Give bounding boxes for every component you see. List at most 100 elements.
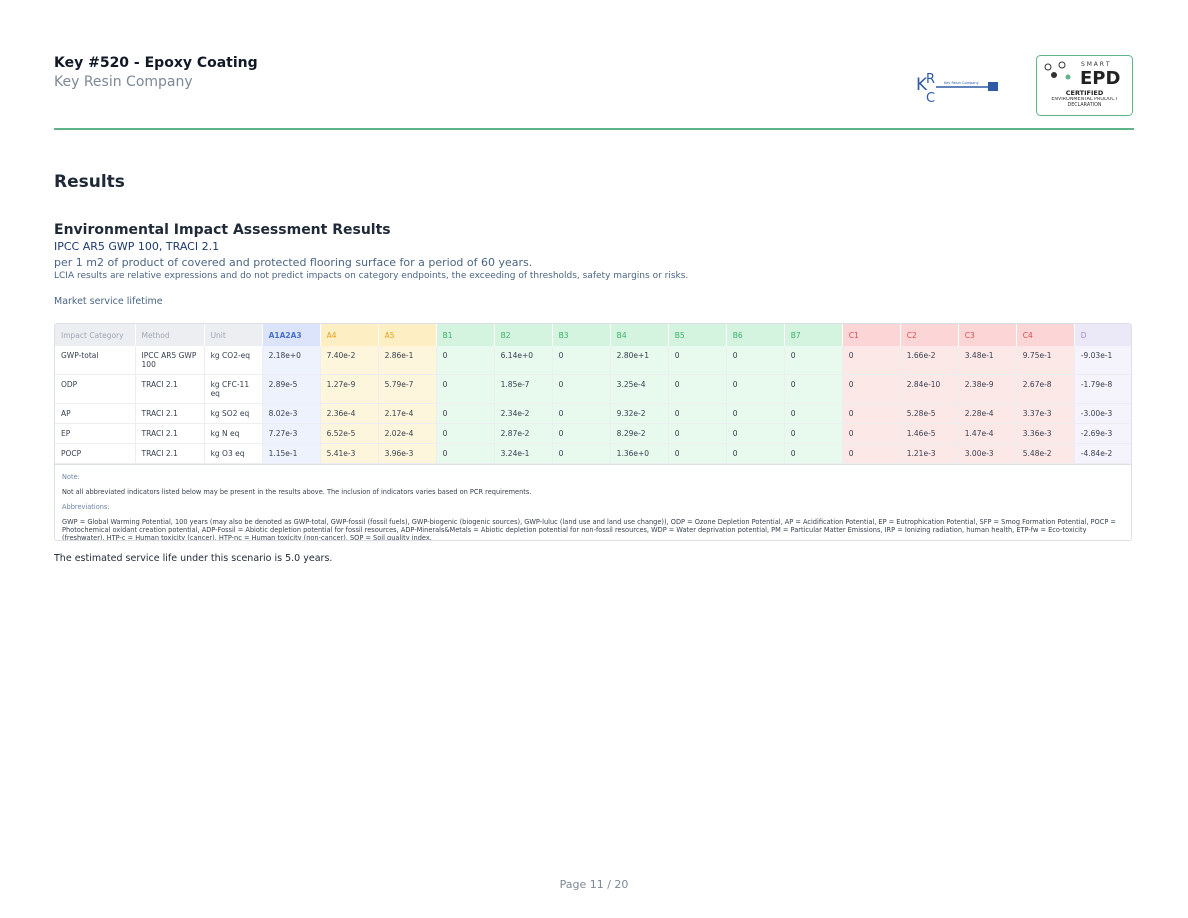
page-number: Page 11 / 20 — [559, 878, 629, 891]
badge-icon — [1058, 61, 1066, 69]
table-cell: 0 — [668, 423, 727, 444]
table-cell: 0 — [842, 374, 901, 404]
subsection-title: Environmental Impact Assessment Results — [54, 222, 391, 238]
table-cell: 9.75e-1 — [1016, 346, 1075, 375]
table-cell: 2.89e-5 — [262, 374, 321, 404]
table-cell: 0 — [668, 403, 727, 424]
table-cell: TRACI 2.1 — [135, 423, 205, 444]
table-cell: 0 — [784, 374, 843, 404]
disclaimer: LCIA results are relative expressions an… — [54, 271, 689, 281]
table-cell: kg CO2-eq — [204, 346, 263, 375]
table-row: ODP TRACI 2.1 kg CFC-11 eq 2.89e-5 1.27e-9 5.… — [55, 374, 1131, 404]
table-cell: 0 — [784, 403, 843, 424]
table-cell: 2.18e+0 — [262, 346, 321, 375]
table-cell: 8.02e-3 — [262, 403, 321, 424]
table-row: POCP TRACI 2.1 kg O3 eq 1.15e-1 5.41e-3 3.96e… — [55, 443, 1131, 464]
table-cell: 1.15e-1 — [262, 443, 321, 464]
column-header: B5 — [668, 324, 727, 346]
table-cell: -2.69e-3 — [1074, 423, 1131, 444]
badge-epd: EPD — [1080, 68, 1120, 89]
table-cell: 0 — [436, 403, 495, 424]
table-cell: 6.52e-5 — [320, 423, 379, 444]
table-row: AP TRACI 2.1 kg SO2 eq 8.02e-3 2.36e-4 2.17e-… — [55, 403, 1131, 424]
table-cell: 3.96e-3 — [378, 443, 437, 464]
table-cell: 2.17e-4 — [378, 403, 437, 424]
column-header: C2 — [900, 324, 959, 346]
table-cell: 0 — [784, 346, 843, 375]
column-header: C4 — [1016, 324, 1075, 346]
table-cell: 0 — [726, 443, 785, 464]
table-cell: 0 — [668, 374, 727, 404]
table-cell: kg CFC-11 eq — [204, 374, 263, 404]
column-header: C3 — [958, 324, 1017, 346]
badge-border — [1036, 55, 1133, 116]
table-cell: 0 — [552, 443, 611, 464]
table-cell: 0 — [726, 423, 785, 444]
table-cell: 0 — [552, 346, 611, 375]
table-cell: 5.79e-7 — [378, 374, 437, 404]
table-cell: 1.47e-4 — [958, 423, 1017, 444]
table-cell: 0 — [784, 423, 843, 444]
column-header: C1 — [842, 324, 901, 346]
table-row: EP TRACI 2.1 kg N eq 7.27e-3 6.52e-5 2.02e-4 0… — [55, 423, 1131, 444]
table-cell: 2.86e-1 — [378, 346, 437, 375]
table-cell: 2.67e-8 — [1016, 374, 1075, 404]
table-cell: EP — [55, 423, 136, 444]
column-header: B1 — [436, 324, 495, 346]
note-label: Note: — [62, 473, 80, 481]
table-cell: 1.46e-5 — [900, 423, 959, 444]
column-header: B4 — [610, 324, 669, 346]
table-cell: 1.36e+0 — [610, 443, 669, 464]
table-cell: ODP — [55, 374, 136, 404]
column-header: A4 — [320, 324, 379, 346]
table-cell: 2.87e-2 — [494, 423, 553, 444]
methods: IPCC AR5 GWP 100, TRACI 2.1 — [54, 240, 220, 253]
column-header: B7 — [784, 324, 843, 346]
table-cell: 0 — [436, 423, 495, 444]
table-cell: 0 — [726, 403, 785, 424]
table-cell: 0 — [552, 423, 611, 444]
table-cell: 2.38e-9 — [958, 374, 1017, 404]
table-cell: 0 — [784, 443, 843, 464]
table-cell: 8.29e-2 — [610, 423, 669, 444]
column-header: A5 — [378, 324, 437, 346]
table-cell: 1.27e-9 — [320, 374, 379, 404]
table-cell: 3.48e-1 — [958, 346, 1017, 375]
table-cell: 0 — [726, 346, 785, 375]
scenario: Market service lifetime — [54, 296, 163, 307]
header-row: Impact Category Method Unit A1A2A3 A4 A5 B1 B2 B… — [55, 324, 1131, 346]
table-cell: 5.41e-3 — [320, 443, 379, 464]
column-header: Method — [135, 324, 205, 346]
table-cell: 3.24e-1 — [494, 443, 553, 464]
table-row: GWP-total IPCC AR5 GWP 100 kg CO2-eq 2.18e+… — [55, 346, 1131, 375]
table-cell: AP — [55, 403, 136, 424]
results-box: Impact Category Method Unit A1A2A3 A4 A5 B1 B2 B… — [54, 323, 1132, 541]
badge-declaration: ENVIRONMENTAL PRODUCT DECLARATION — [1051, 97, 1118, 108]
table-cell: 3.36e-3 — [1016, 423, 1075, 444]
table-cell: kg N eq — [204, 423, 263, 444]
table-cell: 2.34e-2 — [494, 403, 553, 424]
table-cell: 9.32e-2 — [610, 403, 669, 424]
table-cell: 0 — [552, 374, 611, 404]
epd-badge: S M A R T EPD CERTIFIED ENVIRONMENTAL PR… — [1036, 55, 1133, 116]
column-header: D — [1074, 324, 1131, 346]
column-header: B3 — [552, 324, 611, 346]
table-cell: 2.80e+1 — [610, 346, 669, 375]
badge-smart: S M A R T — [1081, 61, 1110, 68]
table-cell: TRACI 2.1 — [135, 403, 205, 424]
column-header: Unit — [204, 324, 263, 346]
company-name: Key Resin Company — [54, 74, 193, 90]
table-cell: kg O3 eq — [204, 443, 263, 464]
table-cell: 1.21e-3 — [900, 443, 959, 464]
table-cell: 5.28e-5 — [900, 403, 959, 424]
functional-unit: per 1 m2 of product of covered and prote… — [54, 256, 533, 269]
table-cell: 0 — [842, 403, 901, 424]
table-cell: 0 — [436, 443, 495, 464]
logo-letter: K — [916, 75, 928, 95]
header-rule — [54, 128, 1134, 130]
table-cell: -4.84e-2 — [1074, 443, 1131, 464]
table-cell: TRACI 2.1 — [135, 443, 205, 464]
column-header: A1A2A3 — [262, 324, 321, 346]
table-cell: 0 — [668, 346, 727, 375]
